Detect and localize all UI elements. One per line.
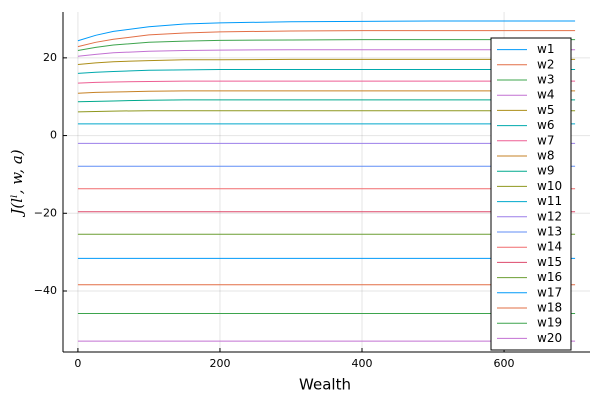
x-tick-label: 0: [74, 357, 81, 370]
series-line: [77, 110, 576, 113]
x-tick-label: 400: [352, 357, 373, 370]
legend-label: w1: [537, 42, 554, 56]
series-line: [77, 39, 576, 51]
legend-label: w12: [537, 209, 562, 223]
legend-label: w6: [537, 118, 554, 132]
series-line: [77, 30, 576, 48]
series-line: [77, 69, 576, 74]
legend-label: w13: [537, 225, 562, 239]
y-tick-label: 20: [43, 51, 57, 64]
y-tick-label: 0: [50, 129, 57, 142]
y-tick-label: −40: [34, 284, 57, 297]
legend-label: w15: [537, 255, 562, 269]
legend-label: w9: [537, 164, 554, 178]
legend-label: w20: [537, 331, 562, 345]
y-tick-label: −20: [34, 206, 57, 219]
series-line: [77, 20, 576, 42]
series-line: [77, 49, 576, 57]
series-line: [77, 99, 576, 103]
x-tick-label: 200: [209, 357, 230, 370]
legend-label: w8: [537, 149, 554, 163]
x-tick-label: 600: [494, 357, 515, 370]
x-axis-label: Wealth: [299, 376, 351, 394]
legend-box: [490, 37, 572, 351]
series-line: [77, 58, 576, 65]
legend: w1w2w3w4w5w6w7w8w9w10w11w12w13w14w15w16w…: [490, 37, 572, 351]
series-line: [77, 90, 576, 94]
legend-label: w3: [537, 73, 554, 87]
legend-label: w11: [537, 194, 562, 208]
series-line: [77, 80, 576, 84]
legend-label: w16: [537, 270, 562, 284]
legend-label: w18: [537, 301, 562, 315]
legend-label: w2: [537, 57, 554, 71]
legend-label: w5: [537, 103, 554, 117]
legend-label: w4: [537, 88, 554, 102]
legend-label: w10: [537, 179, 562, 193]
legend-label: w7: [537, 133, 554, 147]
legend-label: w14: [537, 240, 562, 254]
legend-label: w17: [537, 285, 562, 299]
y-axis-label: J(lˡ, w, a): [8, 149, 26, 217]
legend-label: w19: [537, 316, 562, 330]
